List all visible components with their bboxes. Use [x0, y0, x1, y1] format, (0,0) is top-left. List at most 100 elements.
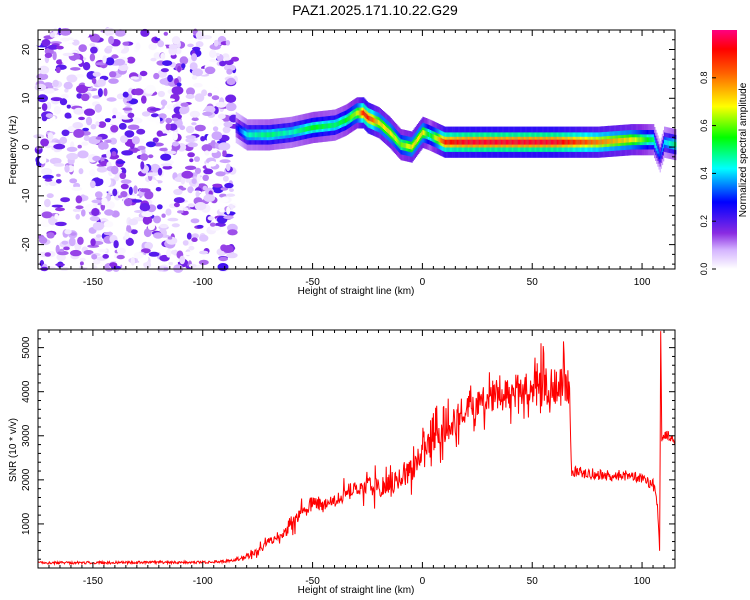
spectrogram-x-label: Height of straight line (km)	[298, 286, 415, 297]
heatmap-cell	[108, 153, 120, 160]
heatmap-cell	[572, 139, 575, 145]
heatmap-cell	[83, 250, 94, 255]
heatmap-cell	[642, 137, 644, 143]
heatmap-cell	[279, 131, 281, 137]
heatmap-cell	[265, 132, 267, 138]
heatmap-cell	[651, 137, 654, 143]
heatmap-cell	[661, 147, 664, 152]
heatmap-cell	[291, 129, 294, 135]
heatmap-cell	[222, 175, 229, 182]
heatmap-cell	[204, 105, 216, 114]
heatmap-cell	[598, 139, 600, 145]
heatmap-cell	[128, 186, 133, 196]
heatmap-cell	[225, 94, 237, 103]
heatmap-cell	[104, 118, 112, 123]
heatmap-cell	[403, 142, 406, 148]
y-tick-label: -10	[21, 188, 32, 203]
heatmap-cell	[155, 187, 162, 192]
heatmap-cell	[284, 130, 286, 136]
heatmap-cell	[50, 97, 63, 102]
heatmap-cell	[389, 130, 391, 135]
heatmap-cell	[362, 110, 364, 116]
heatmap-cell	[72, 208, 81, 213]
heatmap-cell	[315, 124, 318, 130]
heatmap-cell	[302, 127, 305, 133]
heatmap-cell	[408, 143, 410, 149]
colorbar-tick-label: 0.0	[699, 263, 709, 276]
heatmap-cell	[433, 134, 435, 140]
heatmap-cell	[384, 125, 386, 130]
heatmap-cell	[53, 143, 66, 150]
heatmap-cell	[96, 78, 106, 87]
heatmap-cell	[558, 139, 560, 145]
heatmap-cell	[387, 128, 389, 133]
heatmap-cell	[486, 139, 488, 145]
heatmap-cell	[59, 136, 68, 144]
heatmap-cell	[139, 203, 151, 212]
heatmap-cell	[552, 139, 554, 145]
heatmap-cell	[106, 139, 112, 143]
heatmap-cell	[327, 123, 330, 129]
heatmap-cell	[442, 138, 444, 144]
heatmap-cell	[444, 139, 446, 145]
heatmap-cell	[523, 139, 525, 145]
heatmap-cell	[363, 110, 365, 116]
heatmap-cell	[289, 130, 291, 135]
heatmap-cell	[615, 138, 618, 144]
snr-x-label: Height of straight line (km)	[298, 585, 415, 596]
heatmap-cell	[386, 127, 388, 132]
heatmap-cell	[463, 139, 465, 145]
heatmap-cell	[41, 167, 53, 176]
heatmap-cell	[55, 207, 65, 212]
heatmap-cell	[52, 51, 57, 61]
heatmap-cell	[257, 132, 260, 138]
heatmap-cell	[38, 236, 48, 244]
heatmap-cell	[120, 135, 128, 144]
heatmap-cell	[41, 39, 51, 47]
y-tick-label: 5000	[21, 336, 32, 359]
heatmap-cell	[338, 120, 341, 126]
heatmap-cell	[527, 139, 530, 145]
heatmap-cell	[267, 132, 269, 138]
heatmap-cell	[124, 231, 130, 240]
heatmap-cell	[447, 139, 450, 145]
heatmap-cell	[526, 139, 529, 145]
heatmap-cell	[61, 93, 69, 99]
heatmap-cell	[154, 37, 160, 42]
heatmap-cell	[549, 139, 552, 145]
heatmap-cell	[524, 139, 526, 145]
heatmap-cell	[145, 141, 156, 148]
heatmap-cell	[312, 125, 314, 130]
heatmap-cell	[114, 29, 126, 37]
heatmap-cell	[326, 123, 329, 129]
heatmap-cell	[167, 217, 179, 222]
heatmap-cell	[494, 139, 497, 145]
heatmap-cell	[586, 139, 588, 145]
heatmap-cell	[97, 88, 103, 98]
heatmap-cell	[370, 116, 373, 122]
heatmap-cell	[333, 122, 335, 128]
heatmap-cell	[77, 144, 82, 149]
heatmap-cell	[324, 123, 327, 129]
heatmap-cell	[217, 263, 229, 271]
heatmap-cell	[191, 53, 198, 62]
heatmap-cell	[250, 132, 252, 138]
heatmap-cell	[641, 137, 643, 143]
heatmap-cell	[660, 150, 663, 156]
heatmap-cell	[223, 121, 233, 128]
heatmap-cell	[401, 142, 403, 148]
heatmap-cell	[472, 139, 475, 145]
heatmap-cell	[394, 136, 397, 141]
heatmap-cell	[637, 137, 640, 143]
heatmap-cell	[347, 116, 350, 122]
heatmap-cell	[258, 132, 261, 138]
heatmap-cell	[179, 56, 189, 65]
heatmap-cell	[226, 206, 231, 215]
heatmap-cell	[210, 149, 218, 153]
heatmap-cell	[351, 114, 353, 119]
heatmap-cell	[150, 57, 157, 62]
heatmap-cell	[48, 216, 58, 226]
heatmap-cell	[173, 197, 185, 204]
heatmap-cell	[190, 218, 200, 224]
heatmap-cell	[69, 178, 78, 184]
